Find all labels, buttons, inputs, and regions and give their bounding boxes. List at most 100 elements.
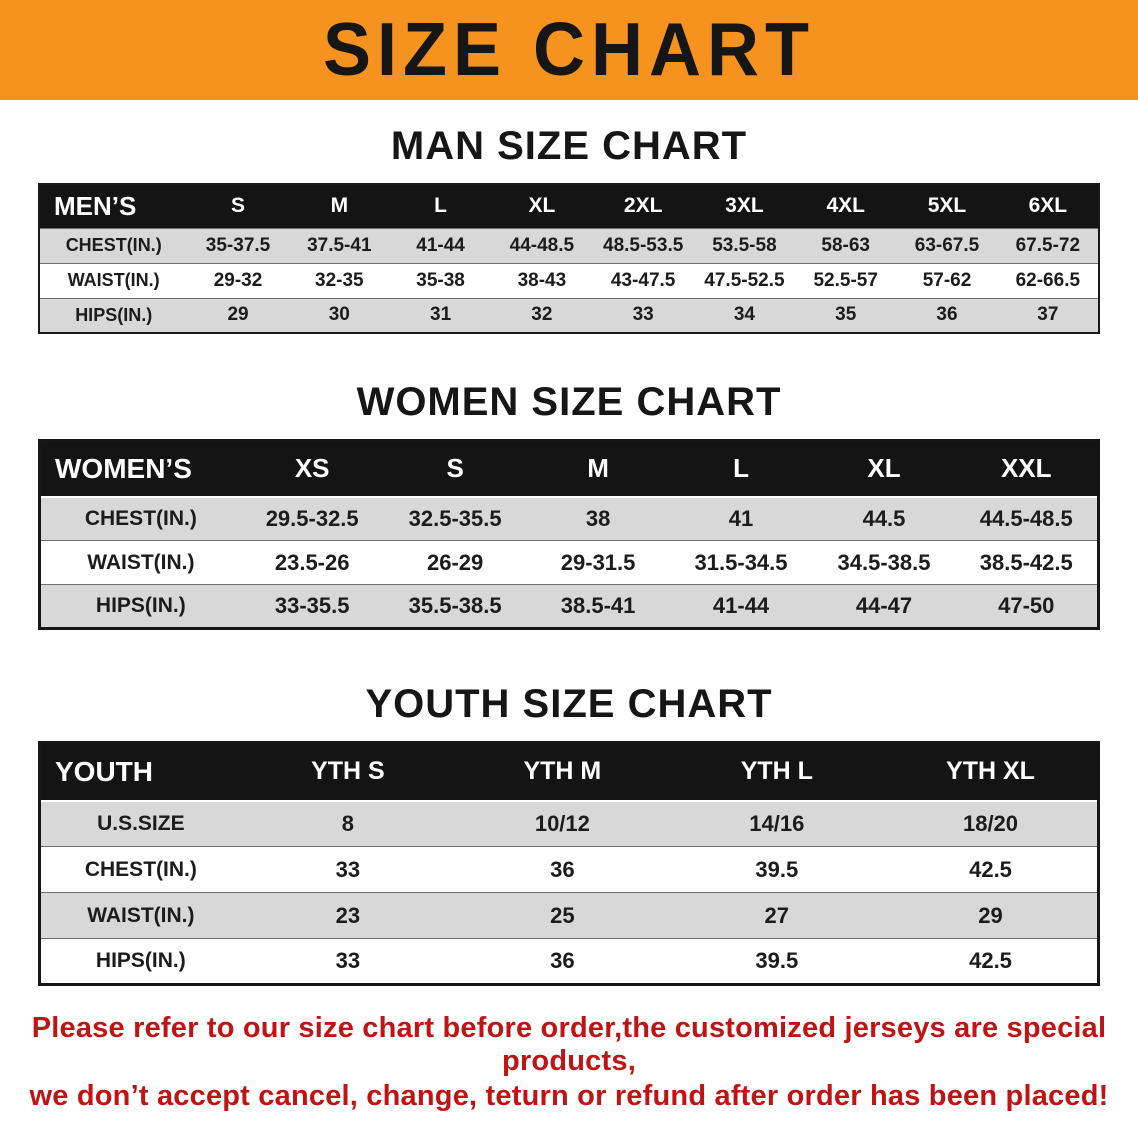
size-column-header: XL	[491, 184, 593, 228]
size-column-header: YTH L	[669, 742, 885, 802]
size-value: 23.5-26	[240, 540, 384, 585]
size-column-header: XXL	[955, 440, 1099, 498]
size-value: 33	[592, 297, 694, 333]
size-value: 47.5-52.5	[693, 262, 796, 298]
size-value: 38.5-42.5	[955, 540, 1099, 585]
table-corner-label: YOUTH	[39, 742, 241, 802]
size-value: 62-66.5	[997, 262, 1099, 298]
size-value: 52.5-57	[795, 262, 897, 298]
size-value: 31.5-34.5	[669, 540, 813, 585]
size-value: 29-32	[187, 262, 289, 298]
row-label: U.S.SIZE	[39, 800, 241, 847]
size-value: 63-67.5	[896, 227, 998, 263]
size-column-header: M	[526, 440, 670, 498]
size-value: 39.5	[669, 938, 885, 985]
size-column-header: XS	[240, 440, 384, 498]
table-row: HIPS(IN.) 33 36 39.5 42.5	[39, 938, 1099, 985]
size-value: 41	[669, 496, 813, 541]
size-value: 39.5	[669, 846, 885, 893]
man-size-chart-title: MAN SIZE CHART	[390, 124, 748, 168]
size-value: 35-37.5	[187, 227, 289, 263]
size-value: 43-47.5	[592, 262, 694, 298]
size-value: 34.5-38.5	[812, 540, 956, 585]
size-value: 42.5	[884, 938, 1099, 985]
size-column-header: YTH XL	[884, 742, 1099, 802]
size-value: 44.5	[812, 496, 956, 541]
women-size-table: WOMEN’S XS S M L XL XXL CHEST(IN.) 29.5-32.5 32.5…	[38, 439, 1100, 630]
size-value: 10/12	[455, 800, 670, 847]
size-value: 36	[455, 938, 670, 985]
women-size-chart-title: WOMEN SIZE CHART	[356, 380, 782, 424]
table-row: CHEST(IN.) 29.5-32.5 32.5-35.5 38 41 44.5 44.5…	[39, 496, 1099, 541]
size-value: 41-44	[669, 584, 813, 629]
size-value: 41-44	[389, 227, 492, 263]
size-value: 29	[884, 892, 1099, 939]
size-value: 44-47	[812, 584, 956, 629]
table-row: U.S.SIZE 8 10/12 14/16 18/20	[39, 800, 1099, 847]
size-value: 14/16	[669, 800, 885, 847]
table-header-row: WOMEN’S XS S M L XL XXL	[39, 440, 1099, 498]
size-value: 33	[240, 846, 456, 893]
table-row: HIPS(IN.) 33-35.5 35.5-38.5 38.5-41 41-44 44-…	[39, 584, 1099, 629]
table-header-row: YOUTH YTH S YTH M YTH L YTH XL	[39, 742, 1099, 802]
size-value: 47-50	[955, 584, 1099, 629]
size-value: 32-35	[288, 262, 390, 298]
size-value: 57-62	[896, 262, 998, 298]
footer-note: Please refer to our size chart before or…	[0, 1012, 1138, 1113]
table-row: WAIST(IN.) 23.5-26 26-29 29-31.5 31.5-34.5 34…	[39, 540, 1099, 585]
size-column-header: YTH S	[240, 742, 456, 802]
size-column-header: YTH M	[455, 742, 670, 802]
size-value: 18/20	[884, 800, 1099, 847]
size-column-header: 3XL	[693, 184, 796, 228]
size-value: 29-31.5	[526, 540, 670, 585]
footer-line-2: we don’t accept cancel, change, teturn o…	[29, 1080, 1109, 1112]
table-row: WAIST(IN.) 23 25 27 29	[39, 892, 1099, 939]
size-value: 35	[795, 297, 897, 333]
size-value: 36	[896, 297, 998, 333]
table-row: CHEST(IN.) 35-37.5 37.5-41 41-44 44-48.5 48.5…	[39, 227, 1099, 263]
size-column-header: S	[383, 440, 527, 498]
row-label: CHEST(IN.)	[39, 227, 188, 263]
size-value: 32	[491, 297, 593, 333]
table-row: WAIST(IN.) 29-32 32-35 35-38 38-43 43-47.5 47.…	[39, 262, 1099, 298]
size-value: 44.5-48.5	[955, 496, 1099, 541]
size-value: 38	[526, 496, 670, 541]
size-value: 44-48.5	[491, 227, 593, 263]
size-value: 42.5	[884, 846, 1099, 893]
size-value: 38-43	[491, 262, 593, 298]
size-column-header: 2XL	[592, 184, 694, 228]
women-size-chart-section: WOMEN SIZE CHART WOMEN’S XS S M L XL XXL CHEST(…	[0, 380, 1138, 630]
size-value: 30	[288, 297, 390, 333]
size-value: 31	[389, 297, 492, 333]
size-value: 29	[187, 297, 289, 333]
table-row: HIPS(IN.) 29 30 31 32 33 34 35 36 37	[39, 297, 1099, 333]
row-label: WAIST(IN.)	[39, 262, 188, 298]
size-column-header: 6XL	[997, 184, 1099, 228]
row-label: HIPS(IN.)	[39, 297, 188, 333]
size-value: 33-35.5	[240, 584, 384, 629]
table-row: CHEST(IN.) 33 36 39.5 42.5	[39, 846, 1099, 893]
size-column-header: L	[389, 184, 492, 228]
size-value: 38.5-41	[526, 584, 670, 629]
size-value: 37	[997, 297, 1099, 333]
banner-title: SIZE CHART	[323, 8, 815, 93]
size-value: 67.5-72	[997, 227, 1099, 263]
row-label: WAIST(IN.)	[39, 892, 241, 939]
size-column-header: L	[669, 440, 813, 498]
size-value: 35-38	[389, 262, 492, 298]
size-column-header: S	[187, 184, 289, 228]
size-value: 27	[669, 892, 885, 939]
size-value: 34	[693, 297, 796, 333]
row-label: HIPS(IN.)	[39, 584, 241, 629]
size-chart-banner: SIZE CHART	[0, 0, 1138, 100]
size-value: 8	[240, 800, 456, 847]
youth-size-chart-title: YOUTH SIZE CHART	[365, 682, 773, 726]
youth-size-table: YOUTH YTH S YTH M YTH L YTH XL U.S.SIZE 8 10/12…	[38, 741, 1100, 986]
size-column-header: M	[288, 184, 390, 228]
size-value: 35.5-38.5	[383, 584, 527, 629]
size-value: 48.5-53.5	[592, 227, 694, 263]
size-value: 26-29	[383, 540, 527, 585]
size-column-header: 4XL	[795, 184, 897, 228]
size-value: 53.5-58	[693, 227, 796, 263]
size-value: 33	[240, 938, 456, 985]
